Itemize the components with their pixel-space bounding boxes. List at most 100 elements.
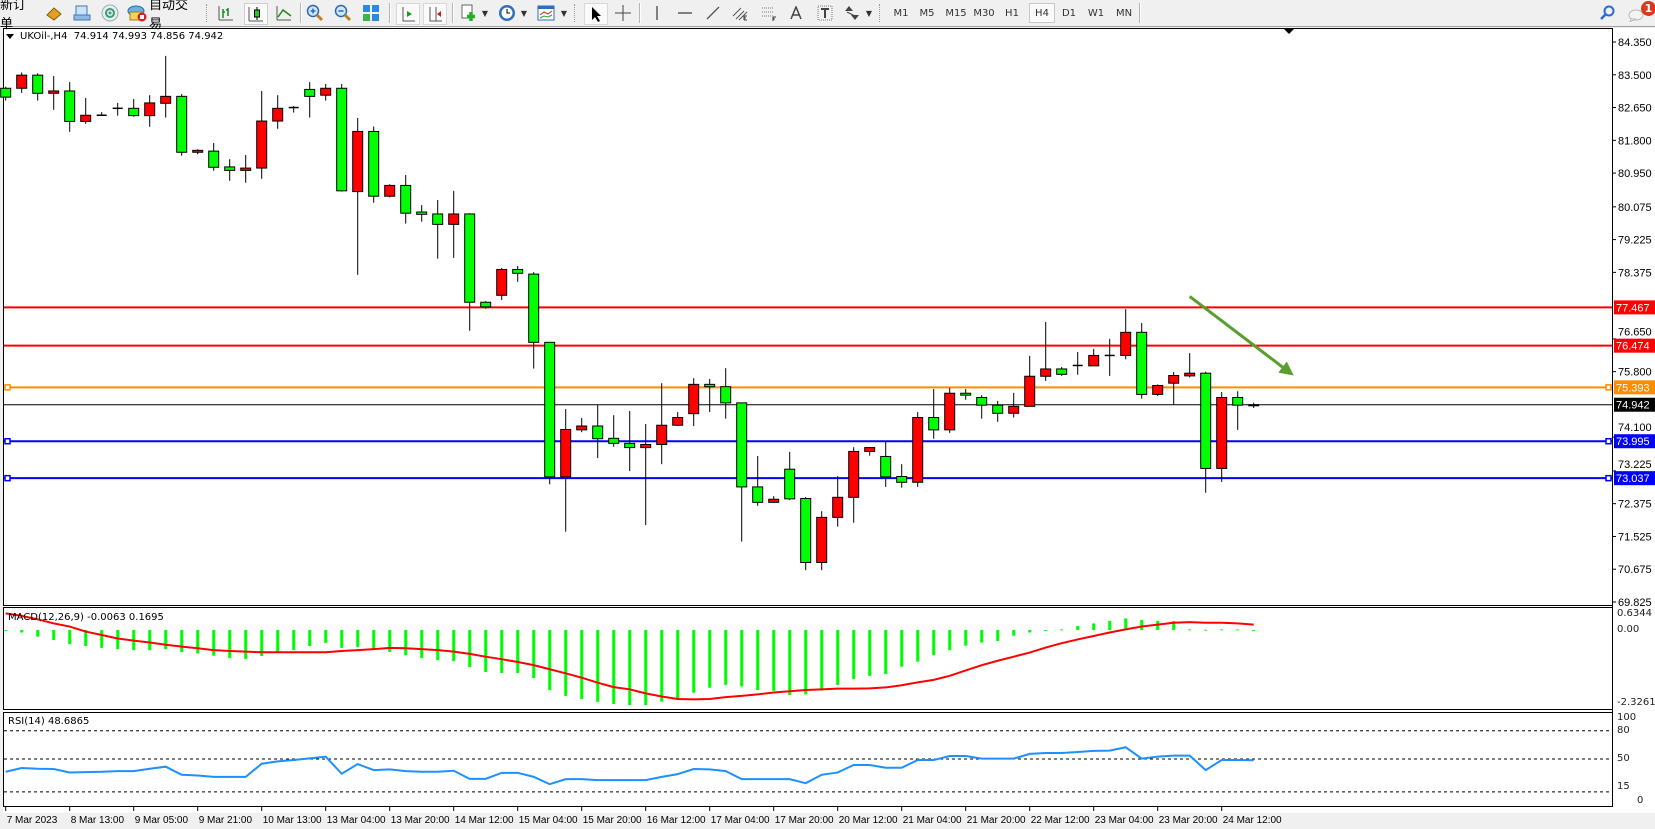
auto-trading-button[interactable]: 自动交易 <box>149 0 189 32</box>
timeframe-w1[interactable]: W1 <box>1087 7 1105 19</box>
templates-icon[interactable] <box>536 3 556 23</box>
macd-axis-max: 0.6344 <box>1617 608 1652 619</box>
macd-histogram-bar <box>772 630 776 691</box>
candle-body <box>336 87 348 192</box>
auto-trading-icon[interactable] <box>126 3 148 23</box>
macd-histogram-bar <box>1108 620 1112 630</box>
timeframe-h1[interactable]: H1 <box>1005 7 1019 19</box>
cursor-icon[interactable] <box>584 3 608 25</box>
templates-dropdown[interactable]: ▼ <box>560 8 568 18</box>
chart-canvas <box>3 28 1655 813</box>
candle <box>256 90 268 179</box>
candle <box>848 447 860 523</box>
toolbar-grip[interactable] <box>206 4 210 22</box>
toolbar-grip[interactable] <box>574 4 578 22</box>
equidistant-channel-icon[interactable] <box>730 3 750 23</box>
candlestick-chart-icon[interactable] <box>244 3 268 25</box>
rsi-axis-50: 50 <box>1617 753 1630 764</box>
new-chart-icon[interactable] <box>459 3 479 23</box>
vertical-line-icon[interactable] <box>647 3 667 23</box>
time-tick-label: 13 Mar 20:00 <box>391 815 450 826</box>
macd-signal-line <box>5 612 1254 701</box>
tile-windows-icon[interactable] <box>361 3 381 23</box>
macd-histogram-bar <box>804 630 808 695</box>
crosshair-icon[interactable] <box>613 3 633 23</box>
candle <box>944 387 956 433</box>
macd-histogram-bar <box>324 630 328 643</box>
candle <box>1232 391 1244 430</box>
periodicity-clock-icon[interactable] <box>497 3 517 23</box>
periodicity-dropdown[interactable]: ▼ <box>520 8 528 18</box>
candle <box>608 415 620 447</box>
level-anchor-handle[interactable] <box>4 474 11 482</box>
timeframe-h4[interactable]: H4 <box>1029 3 1055 23</box>
chart-shift-icon[interactable] <box>423 3 447 25</box>
toolbar-grip[interactable] <box>879 4 883 22</box>
macd-histogram-bar <box>372 630 376 650</box>
macd-histogram-bar <box>52 630 56 641</box>
macd-histogram-bar <box>724 630 728 685</box>
candle-body <box>944 392 956 431</box>
new-chart-dropdown[interactable]: ▼ <box>481 8 489 18</box>
horizontal-line-icon[interactable] <box>675 3 695 23</box>
macd-histogram-bar <box>836 630 840 685</box>
candle <box>368 126 380 203</box>
text-icon[interactable] <box>786 3 806 23</box>
candle <box>96 112 107 117</box>
candle <box>1088 348 1100 367</box>
zoom-out-icon[interactable] <box>333 3 353 23</box>
timeframe-m5[interactable]: M5 <box>919 7 935 19</box>
candle-body <box>752 486 764 503</box>
macd-histogram-bar <box>1172 620 1176 630</box>
candle <box>432 200 444 259</box>
candle-body <box>928 417 940 431</box>
candle <box>912 412 924 487</box>
candle-body <box>912 417 924 483</box>
arrows-icon[interactable] <box>841 3 861 23</box>
price-tick-label: 80.075 <box>1618 202 1652 214</box>
candle-body <box>608 437 620 444</box>
arrow-head-icon[interactable] <box>1278 361 1294 376</box>
arrow-shaft[interactable] <box>1188 295 1287 371</box>
level-anchor-handle[interactable] <box>1605 437 1612 445</box>
macd-histogram-bar <box>916 630 920 662</box>
timeframe-mn[interactable]: MN <box>1115 7 1133 19</box>
bar-chart-icon[interactable] <box>216 3 236 23</box>
timeframe-m1[interactable]: M1 <box>893 7 909 19</box>
market-watch-icon[interactable] <box>44 3 64 23</box>
navigator-icon[interactable] <box>72 3 92 23</box>
candle <box>880 441 892 487</box>
level-price-tag <box>1614 471 1655 486</box>
auto-scroll-icon[interactable] <box>396 3 420 25</box>
candle <box>1136 323 1148 399</box>
search-icon[interactable] <box>1598 3 1616 23</box>
level-anchor-handle[interactable] <box>1605 384 1612 391</box>
horizontal-levels[interactable] <box>4 306 1612 482</box>
candle-body <box>496 268 508 296</box>
fibonacci-retracement-icon[interactable] <box>759 3 779 23</box>
candle-body <box>736 402 748 488</box>
candle-body <box>32 74 44 94</box>
candle <box>64 82 76 132</box>
level-anchor-handle[interactable] <box>1605 474 1612 482</box>
text-label-icon[interactable] <box>815 3 835 23</box>
chat-notifications-icon[interactable] <box>1626 3 1646 23</box>
level-anchor-handle[interactable] <box>4 437 11 445</box>
timeframe-m30[interactable]: M30 <box>973 7 995 19</box>
candle <box>496 267 508 300</box>
candle-body <box>1232 396 1244 406</box>
zoom-in-icon[interactable] <box>305 3 325 23</box>
timeframe-d1[interactable]: D1 <box>1061 7 1077 19</box>
line-chart-icon[interactable] <box>274 3 294 23</box>
new-order-button[interactable]: 新订单 <box>0 0 27 32</box>
trend-arrow[interactable] <box>1188 295 1294 376</box>
chart-menu-triangle-icon[interactable] <box>5 31 15 44</box>
chart-shift-marker[interactable] <box>1284 29 1294 34</box>
level-anchor-handle[interactable] <box>4 384 11 391</box>
timeframe-m15[interactable]: M15 <box>945 7 967 19</box>
terminal-signal-icon[interactable] <box>100 3 120 23</box>
trendline-icon[interactable] <box>703 3 723 23</box>
arrows-dropdown[interactable]: ▼ <box>865 8 873 18</box>
candle <box>1024 355 1036 407</box>
